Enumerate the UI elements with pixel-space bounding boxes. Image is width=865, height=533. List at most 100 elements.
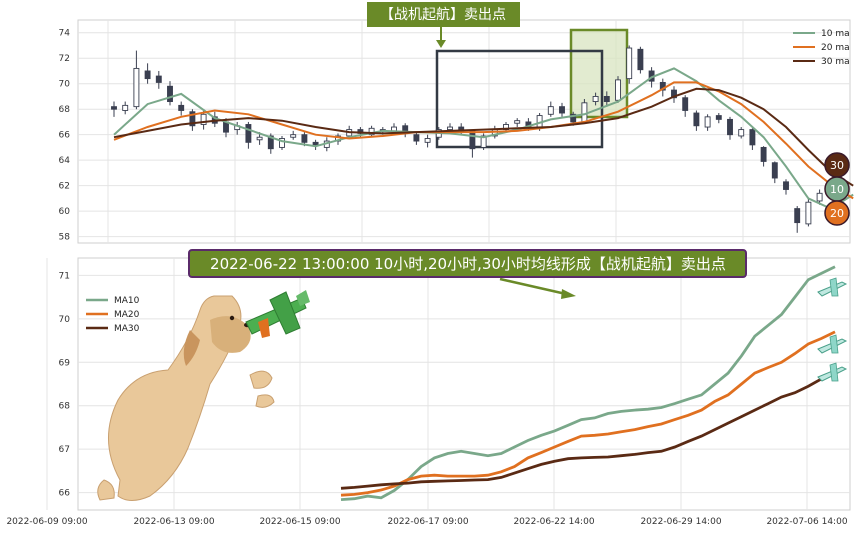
candle-body [279,138,285,148]
toy-plane-icon [245,290,310,338]
bottom-y-tick-label: 71 [59,271,70,281]
bottom-y-tick-label: 66 [59,489,71,499]
candle-body [424,138,431,143]
top-y-tick-label: 60 [59,207,71,217]
plane-icon-ma20 [817,334,848,354]
candle-body [637,48,644,71]
bottom-line-MA20 [340,330,836,497]
candle-body [256,136,263,141]
candle-body [626,47,633,80]
candle-body [413,134,420,142]
bottom-y-tick-label: 68 [59,402,71,412]
bottom-x-tick-label: 2022-06-29 14:00 [640,517,721,527]
candle-body [155,75,162,83]
bottom-line-MA30 [340,369,836,490]
candle-body [368,127,375,136]
bottom-y-axis: 66 67 68 69 70 71 [59,271,71,498]
top-sell-banner: 【战机起航】卖出点 [367,2,520,48]
candle-body [111,106,117,110]
bottom-line-MA10 [340,265,836,501]
candle-body [704,116,711,128]
top-y-axis: 58 60 62 64 66 68 70 72 74 [59,29,71,243]
candle-body [245,124,252,143]
top-y-tick-label: 68 [59,105,71,115]
candle-body [615,79,621,101]
candle-body [200,113,207,125]
candle-body [559,106,565,114]
candle-body [749,129,756,146]
badge-ma20: 20 [824,200,850,226]
bottom-y-tick-label: 70 [59,315,71,325]
ma-line-10ma [113,67,854,210]
plane-icon-ma30 [817,362,848,382]
candle-body [167,85,173,103]
top-y-tick-label: 58 [59,233,71,243]
badge-ma10: 10 [824,176,850,202]
candle-body [301,134,308,143]
moving-average-lines [113,67,854,210]
legend-10ma: 10 ma [821,29,850,39]
candle-body [480,135,487,148]
candle-body [581,102,588,123]
candle-body [816,192,823,202]
legend-ma10: MA10 [114,296,140,306]
candle-body [738,129,745,137]
candle-body [122,104,129,111]
legend-ma30: MA30 [114,324,140,334]
candle-body [805,201,812,225]
candle-body [671,89,677,99]
candle-body [783,181,789,190]
top-y-tick-label: 64 [59,156,71,166]
candle-body [715,115,722,120]
candle-body [447,126,453,131]
candle-body [469,130,476,150]
candle-body [794,208,801,224]
candle-body [267,135,274,150]
sell-signal-highlight [569,28,629,119]
candle-body [570,113,577,123]
candle-body [771,162,778,179]
bottom-x-tick-label: 2022-06-09 09:00 [6,517,87,527]
ma-line-30ma [113,87,854,187]
plane-icon-ma10 [817,277,848,297]
bottom-y-tick-label: 67 [59,445,70,455]
candle-body [189,111,196,127]
bottom-x-tick-label: 2022-06-17 09:00 [387,517,468,527]
candle-body [760,146,767,162]
ma-line-20ma [113,81,854,200]
dog-illustration [97,295,275,501]
candle-body [144,70,151,80]
bottom-legend: MA10 MA20 MA30 [86,296,140,334]
bottom-x-tick-label: 2022-06-22 14:00 [513,517,594,527]
bottom-x-tick-label: 2022-06-13 09:00 [133,517,214,527]
candle-body [727,118,733,136]
legend-ma20: MA20 [114,310,140,320]
candle-body [592,96,599,103]
bottom-x-tick-label: 2022-07-06 14:00 [766,517,847,527]
top-y-tick-label: 66 [59,131,71,141]
svg-text:30: 30 [830,159,844,172]
svg-text:10: 10 [830,183,844,196]
top-legend: 10 ma 20 ma 30 ma [793,29,850,67]
legend-30ma: 30 ma [821,57,850,67]
pattern-box [435,49,604,149]
bottom-x-axis: 2022-06-09 09:00 2022-06-13 09:00 2022-06-… [6,517,847,527]
candle-body [514,120,521,124]
candle-body [312,141,319,146]
middle-banner-text: 2022-06-22 13:00:00 10小时,20小时,30小时均线形成【战… [210,255,726,273]
candle-body [178,104,185,111]
bottom-ma-lines [340,265,836,501]
top-y-tick-label: 74 [59,29,71,39]
candle-body [290,134,297,138]
top-y-tick-label: 72 [59,54,70,64]
badge-ma30: 30 [824,152,850,178]
top-y-tick-label: 62 [59,182,70,192]
candle-body [133,67,140,108]
legend-20ma: 20 ma [821,43,850,53]
top-banner-text: 【战机起航】卖出点 [380,7,506,23]
middle-sell-banner: 2022-06-22 13:00:00 10小时,20小时,30小时均线形成【战… [188,249,747,299]
bottom-x-tick-label: 2022-06-15 09:00 [259,517,340,527]
candle-body [547,106,554,115]
candle-body [693,112,700,127]
